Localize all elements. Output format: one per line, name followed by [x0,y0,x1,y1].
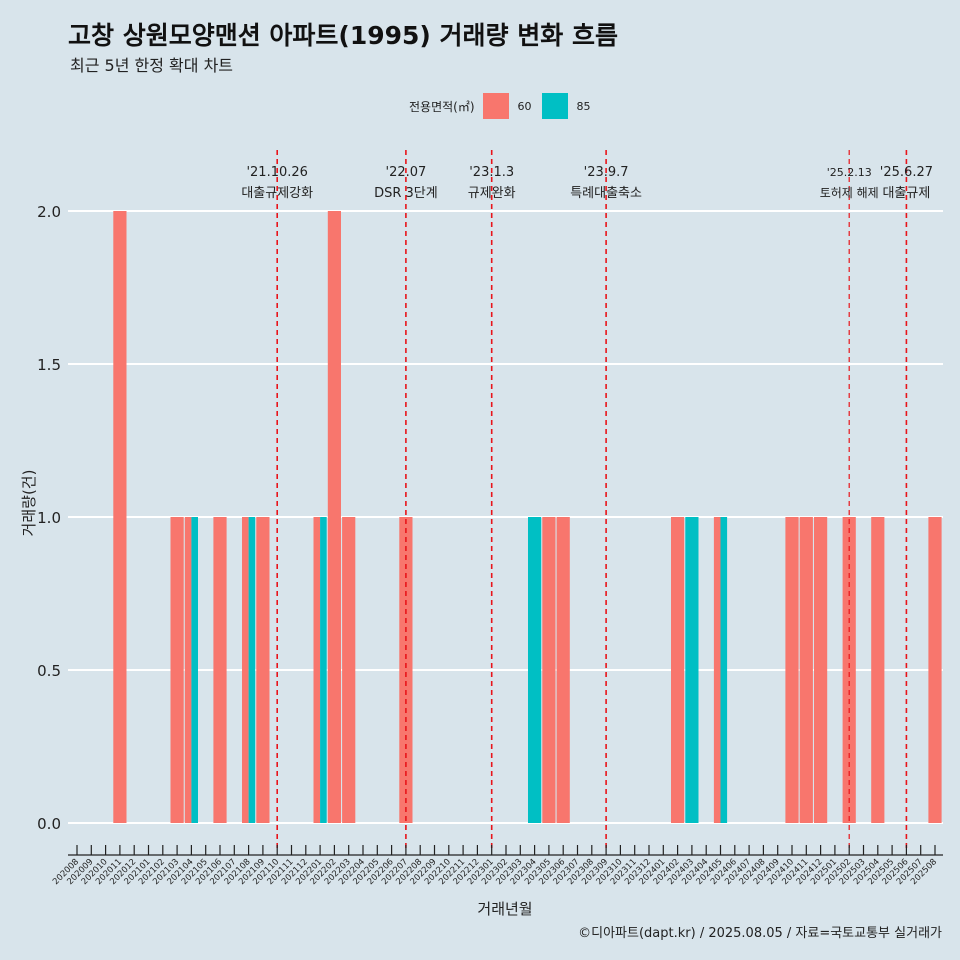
bar-60 [170,517,184,823]
bar-60 [814,517,828,823]
y-axis-label: 거래량(건) [20,470,38,537]
y-tick-label: 0.5 [37,662,61,680]
event-date: '23.9.7 [584,165,629,180]
bar-60 [327,211,341,823]
bar-60 [556,517,570,823]
event-date: '23.1.3 [469,165,514,180]
bar-60 [113,211,127,823]
x-axis-label: 거래년월 [477,900,532,918]
bar-60 [928,517,942,823]
bar-60 [871,517,885,823]
legend: 전용면적(㎡) 60 85 [409,93,601,119]
bar-60 [713,517,721,823]
bar-60 [213,517,227,823]
event-date: '21.10.26 [246,165,307,180]
event-label: 토허제 해제 [820,186,879,200]
event-date: '25.2.13 [827,166,872,179]
source-caption: ©디아파트(dapt.kr) / 2025.08.05 / 자료=국토교통부 실… [578,926,942,941]
bars [113,211,942,823]
bar-60 [785,517,799,823]
annotations: '21.10.26 대출규제강화 '22.07 DSR 3단계 '23.1.3 규제완화 '… [241,150,933,848]
bar-60 [256,517,270,823]
axes: 0.00.51.01.52.02020082020092020102020112… [37,203,943,887]
bar-60 [313,517,321,823]
y-tick-label: 1.0 [37,509,61,527]
bar-85 [248,517,256,823]
event-label: 대출규제강화 [241,186,313,201]
legend-label-60: 60 [517,99,532,113]
bar-60 [342,517,356,823]
bar-85 [528,517,542,823]
bar-60 [542,517,556,823]
event-label: 대출규제 [882,186,930,201]
bar-60 [242,517,249,823]
bar-60 [399,517,413,823]
legend-label-85: 85 [576,99,591,113]
bar-85 [685,517,699,823]
event-label: 특례대출축소 [570,186,642,201]
event-date: '22.07 [386,165,427,180]
y-tick-label: 0.0 [37,815,61,833]
bar-60 [671,517,685,823]
event-date: '25.6.27 [880,165,933,180]
chart-title: 고창 상원모양맨션 아파트(1995) 거래량 변화 흐름 [68,21,618,50]
legend-title: 전용면적(㎡) [409,99,475,114]
bar-60 [184,517,192,823]
y-tick-label: 2.0 [37,203,61,221]
bar-60 [799,517,813,823]
bar-85 [191,517,198,823]
legend-swatch-85 [541,93,568,119]
event-label: 규제완화 [468,186,516,201]
bar-60 [842,517,856,823]
event-label: DSR 3단계 [374,186,438,201]
y-tick-label: 1.5 [37,356,61,374]
bar-85 [320,517,327,823]
bar-85 [720,517,728,823]
chart-subtitle: 최근 5년 한정 확대 차트 [70,56,234,75]
legend-swatch-60 [482,93,509,119]
